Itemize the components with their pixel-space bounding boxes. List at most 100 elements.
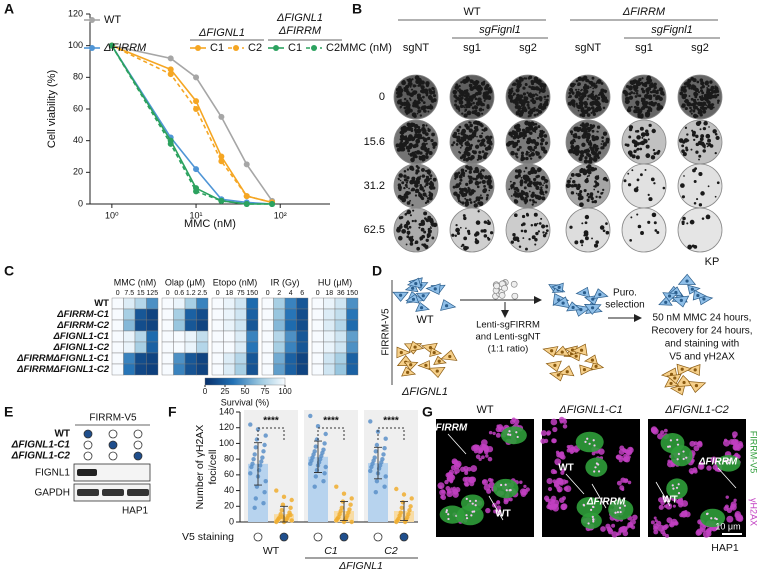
colony [407, 78, 413, 84]
colony [473, 200, 476, 204]
colony [640, 173, 643, 177]
colony [465, 227, 467, 230]
yh2ax-focus [697, 463, 705, 470]
colony [425, 142, 428, 145]
row-label: WT [54, 429, 70, 440]
heat-cell [184, 363, 197, 376]
data-point [322, 471, 327, 476]
data-point [373, 489, 378, 495]
colony [529, 108, 534, 113]
colony [693, 138, 696, 142]
nucleus-icon [560, 350, 564, 354]
curve [111, 45, 273, 205]
colony [595, 181, 599, 185]
data-point [383, 436, 388, 441]
colony [537, 136, 540, 139]
colony [602, 106, 606, 110]
colony [591, 237, 593, 240]
data-point [281, 494, 287, 500]
colony [514, 152, 518, 156]
data-point [408, 504, 413, 509]
colony [413, 180, 417, 185]
focus [676, 438, 679, 441]
colony [633, 187, 639, 193]
colony [425, 91, 429, 95]
heat-cell [334, 297, 347, 310]
colony [530, 99, 533, 102]
yh2ax-focus [445, 472, 451, 478]
colony [524, 96, 529, 101]
colony [581, 244, 584, 247]
colony [525, 212, 529, 216]
legend-group-title: ΔFIRRM [278, 25, 322, 37]
yh2ax-focus [653, 523, 659, 530]
colony [431, 236, 435, 240]
group-label: C2 [384, 545, 398, 557]
colony [411, 204, 414, 207]
colony [467, 156, 471, 161]
colony [687, 244, 693, 250]
data-point [253, 496, 258, 501]
colony [535, 185, 540, 190]
yh2ax-focus [606, 526, 612, 532]
colony [703, 146, 706, 149]
lenti-label: (1:1 ratio) [488, 344, 529, 355]
colony [474, 239, 480, 245]
yh2ax-focus [562, 424, 568, 429]
data-point [243, 161, 250, 168]
colony [401, 181, 405, 185]
colony [600, 146, 604, 150]
colony [519, 77, 524, 82]
data-point [349, 519, 354, 525]
yh2ax-focus [662, 524, 668, 531]
colony [425, 238, 429, 242]
heat-cell [284, 308, 297, 321]
colony [486, 175, 492, 180]
colony [705, 80, 709, 85]
colony [406, 209, 412, 215]
colony [402, 80, 406, 83]
significance-bracket [377, 427, 405, 440]
colony [536, 195, 542, 201]
colony [577, 76, 582, 81]
colony [465, 182, 469, 186]
colony [630, 91, 634, 95]
nucleus-icon [669, 381, 673, 386]
colony [454, 85, 460, 90]
colony [542, 233, 547, 238]
y-tick-label: 40 [224, 485, 234, 495]
data-point [279, 508, 284, 513]
colony [413, 151, 415, 154]
yh2ax-focus [488, 481, 495, 489]
colony [459, 178, 463, 182]
colony [644, 168, 647, 171]
heat-cell [134, 341, 147, 354]
dose-label: 0.6 [174, 290, 184, 297]
yh2ax-focus [730, 503, 737, 511]
colony [483, 99, 486, 102]
colony [525, 247, 528, 251]
colony [464, 98, 467, 101]
nucleus-icon [574, 354, 578, 358]
colony [522, 92, 527, 96]
data-point [289, 497, 294, 503]
colony [702, 84, 705, 88]
colony [652, 148, 656, 152]
yh2ax-focus [733, 441, 737, 446]
colony [628, 95, 634, 100]
colony [531, 97, 535, 101]
colony [526, 130, 530, 133]
colony [683, 138, 689, 143]
v5-nucleus [576, 497, 603, 518]
y-tick-label: 120 [219, 422, 234, 432]
colony [395, 143, 400, 148]
colony [542, 184, 544, 187]
data-point [262, 489, 267, 495]
colony [426, 170, 432, 175]
colony [421, 146, 426, 151]
data-point [259, 459, 264, 464]
colony [586, 152, 590, 157]
v5-nucleus [500, 426, 527, 445]
cell-annotation: ΔFIRRM [586, 497, 626, 508]
colony [527, 115, 530, 118]
